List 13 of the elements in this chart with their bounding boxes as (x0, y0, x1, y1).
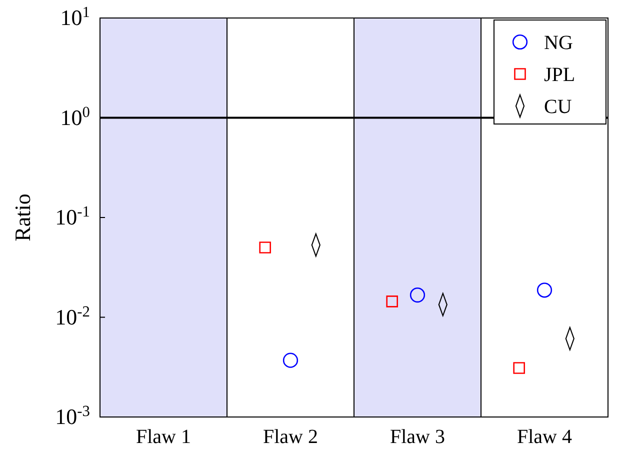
legend-label: JPL (544, 64, 576, 86)
y-axis-title: Ratio (10, 194, 35, 242)
y-tick-label: 10$^{0}$ (60, 103, 90, 130)
x-tick-label: Flaw 2 (263, 426, 318, 448)
x-tick-label: Flaw 1 (136, 426, 191, 448)
x-tick-label: Flaw 3 (390, 426, 445, 448)
y-tick-label: 10$^{1}$ (60, 4, 90, 30)
y-tick-label: 10$^{-3}$ (55, 402, 90, 429)
y-tick-label: 10$^{-2}$ (55, 302, 90, 330)
legend-label: NG (544, 32, 573, 54)
y-tick-label: 10$^{-1}$ (55, 203, 90, 230)
x-tick-label: Flaw 4 (517, 426, 572, 448)
legend-label: CU (544, 96, 572, 118)
